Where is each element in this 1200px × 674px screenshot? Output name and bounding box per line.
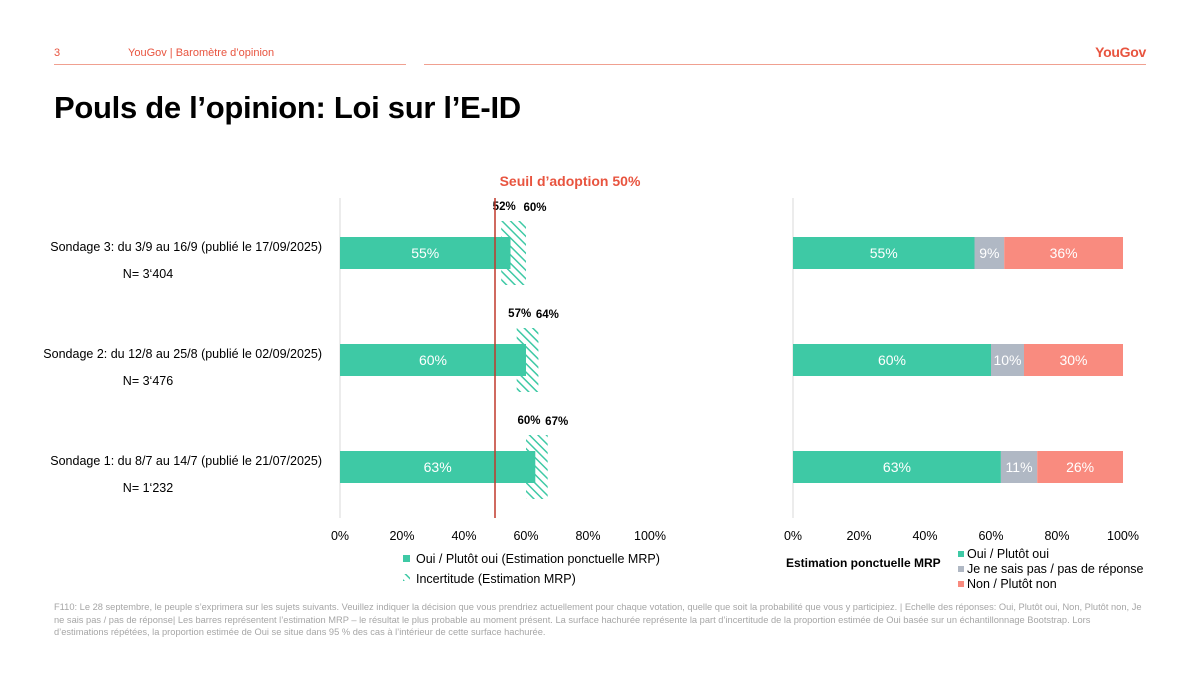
stacked-segment — [974, 237, 1005, 269]
header-divider-right — [424, 64, 1146, 65]
charts-area: 0% 20% 40% 60% 80% 100% Sondage 3: du 3/9 au 1… — [43, 173, 1144, 591]
point-estimate-bar — [340, 451, 536, 483]
sample-size-label: N= 3‘404 — [123, 267, 173, 281]
page-title: Pouls de l’opinion: Loi sur l’E-ID — [54, 90, 521, 125]
legend-swatch — [958, 566, 964, 572]
stacked-segment — [991, 344, 1024, 376]
x-tick-label: 20% — [846, 529, 871, 543]
x-tick-label: 40% — [912, 529, 937, 543]
legend-swatch — [958, 551, 964, 557]
footnote: F110: Le 28 septembre, le peuple s’expri… — [54, 602, 1142, 637]
uncertainty-high-label: 60% — [523, 202, 546, 214]
category-label: Sondage 3: du 3/9 au 16/9 (publié le 17/… — [50, 240, 322, 254]
segment-value-label: 10% — [993, 352, 1021, 368]
point-estimate-bar — [340, 237, 511, 269]
x-tick-label: 60% — [978, 529, 1003, 543]
x-tick-label: 40% — [451, 529, 476, 543]
header-divider-left — [54, 64, 406, 65]
x-tick-label: 80% — [575, 529, 600, 543]
uncertainty-low-label: 60% — [517, 415, 540, 427]
legend-label-uncertainty: Incertitude (Estimation MRP) — [416, 572, 576, 586]
segment-value-label: 26% — [1066, 459, 1094, 475]
stacked-segment — [793, 344, 991, 376]
legend-label: Oui / Plutôt oui — [967, 547, 1049, 561]
breadcrumb: YouGov | Baromètre d’opinion — [128, 47, 275, 59]
sample-size-label: N= 3‘476 — [123, 374, 173, 388]
bar-value-label: 60% — [419, 352, 447, 368]
page-number: 3 — [54, 47, 61, 59]
legend-label: Non / Plutôt non — [967, 577, 1057, 591]
legend-swatch-uncertainty — [403, 574, 410, 581]
segment-value-label: 30% — [1059, 352, 1087, 368]
stacked-segment — [1024, 344, 1123, 376]
uncertainty-low-label: 52% — [493, 201, 516, 213]
segment-value-label: 63% — [883, 459, 911, 475]
segment-value-label: 9% — [979, 245, 999, 261]
bar-value-label: 55% — [411, 245, 439, 261]
uncertainty-high-label: 67% — [545, 416, 568, 428]
uncertainty-low-label: 57% — [508, 308, 531, 320]
legend-label-point-estimate: Oui / Plutôt oui (Estimation ponctuelle … — [416, 552, 660, 566]
segment-value-label: 55% — [870, 245, 898, 261]
bar-value-label: 63% — [424, 459, 452, 475]
stacked-segment — [793, 237, 975, 269]
stacked-chart: 0% 20% 40% 60% 80% 100% 55% 9% 36% 60% 10% 30% 63% 11… — [784, 198, 1144, 591]
legend-swatch-point-estimate — [403, 555, 410, 562]
uncertainty-chart: 0% 20% 40% 60% 80% 100% Sondage 3: du 3/9 au 1… — [43, 173, 666, 586]
x-tick-label: 80% — [1044, 529, 1069, 543]
stacked-segment — [1037, 451, 1123, 483]
legend-swatch — [958, 581, 964, 587]
category-label: Sondage 1: du 8/7 au 14/7 (publié le 21/… — [50, 454, 322, 468]
segment-value-label: 60% — [878, 352, 906, 368]
segment-value-label: 36% — [1050, 245, 1078, 261]
x-tick-label: 100% — [634, 529, 666, 543]
sample-size-label: N= 1‘232 — [123, 481, 173, 495]
x-tick-label: 0% — [331, 529, 349, 543]
category-label: Sondage 2: du 12/8 au 25/8 (publié le 02… — [43, 347, 322, 361]
threshold-annotation: Seuil d’adoption 50% — [500, 173, 641, 189]
uncertainty-high-label: 64% — [536, 309, 559, 321]
stacked-segment — [793, 451, 1001, 483]
x-tick-label: 60% — [513, 529, 538, 543]
legend-label: Je ne sais pas / pas de réponse — [967, 562, 1144, 576]
stacked-segment — [1004, 237, 1123, 269]
x-tick-label: 20% — [389, 529, 414, 543]
stacked-segment — [1000, 451, 1038, 483]
x-tick-label: 0% — [784, 529, 802, 543]
segment-value-label: 11% — [1006, 459, 1033, 475]
x-tick-label: 100% — [1107, 529, 1139, 543]
legend-title: Estimation ponctuelle MRP — [786, 556, 941, 570]
yougov-logo: YouGov — [1095, 44, 1146, 60]
